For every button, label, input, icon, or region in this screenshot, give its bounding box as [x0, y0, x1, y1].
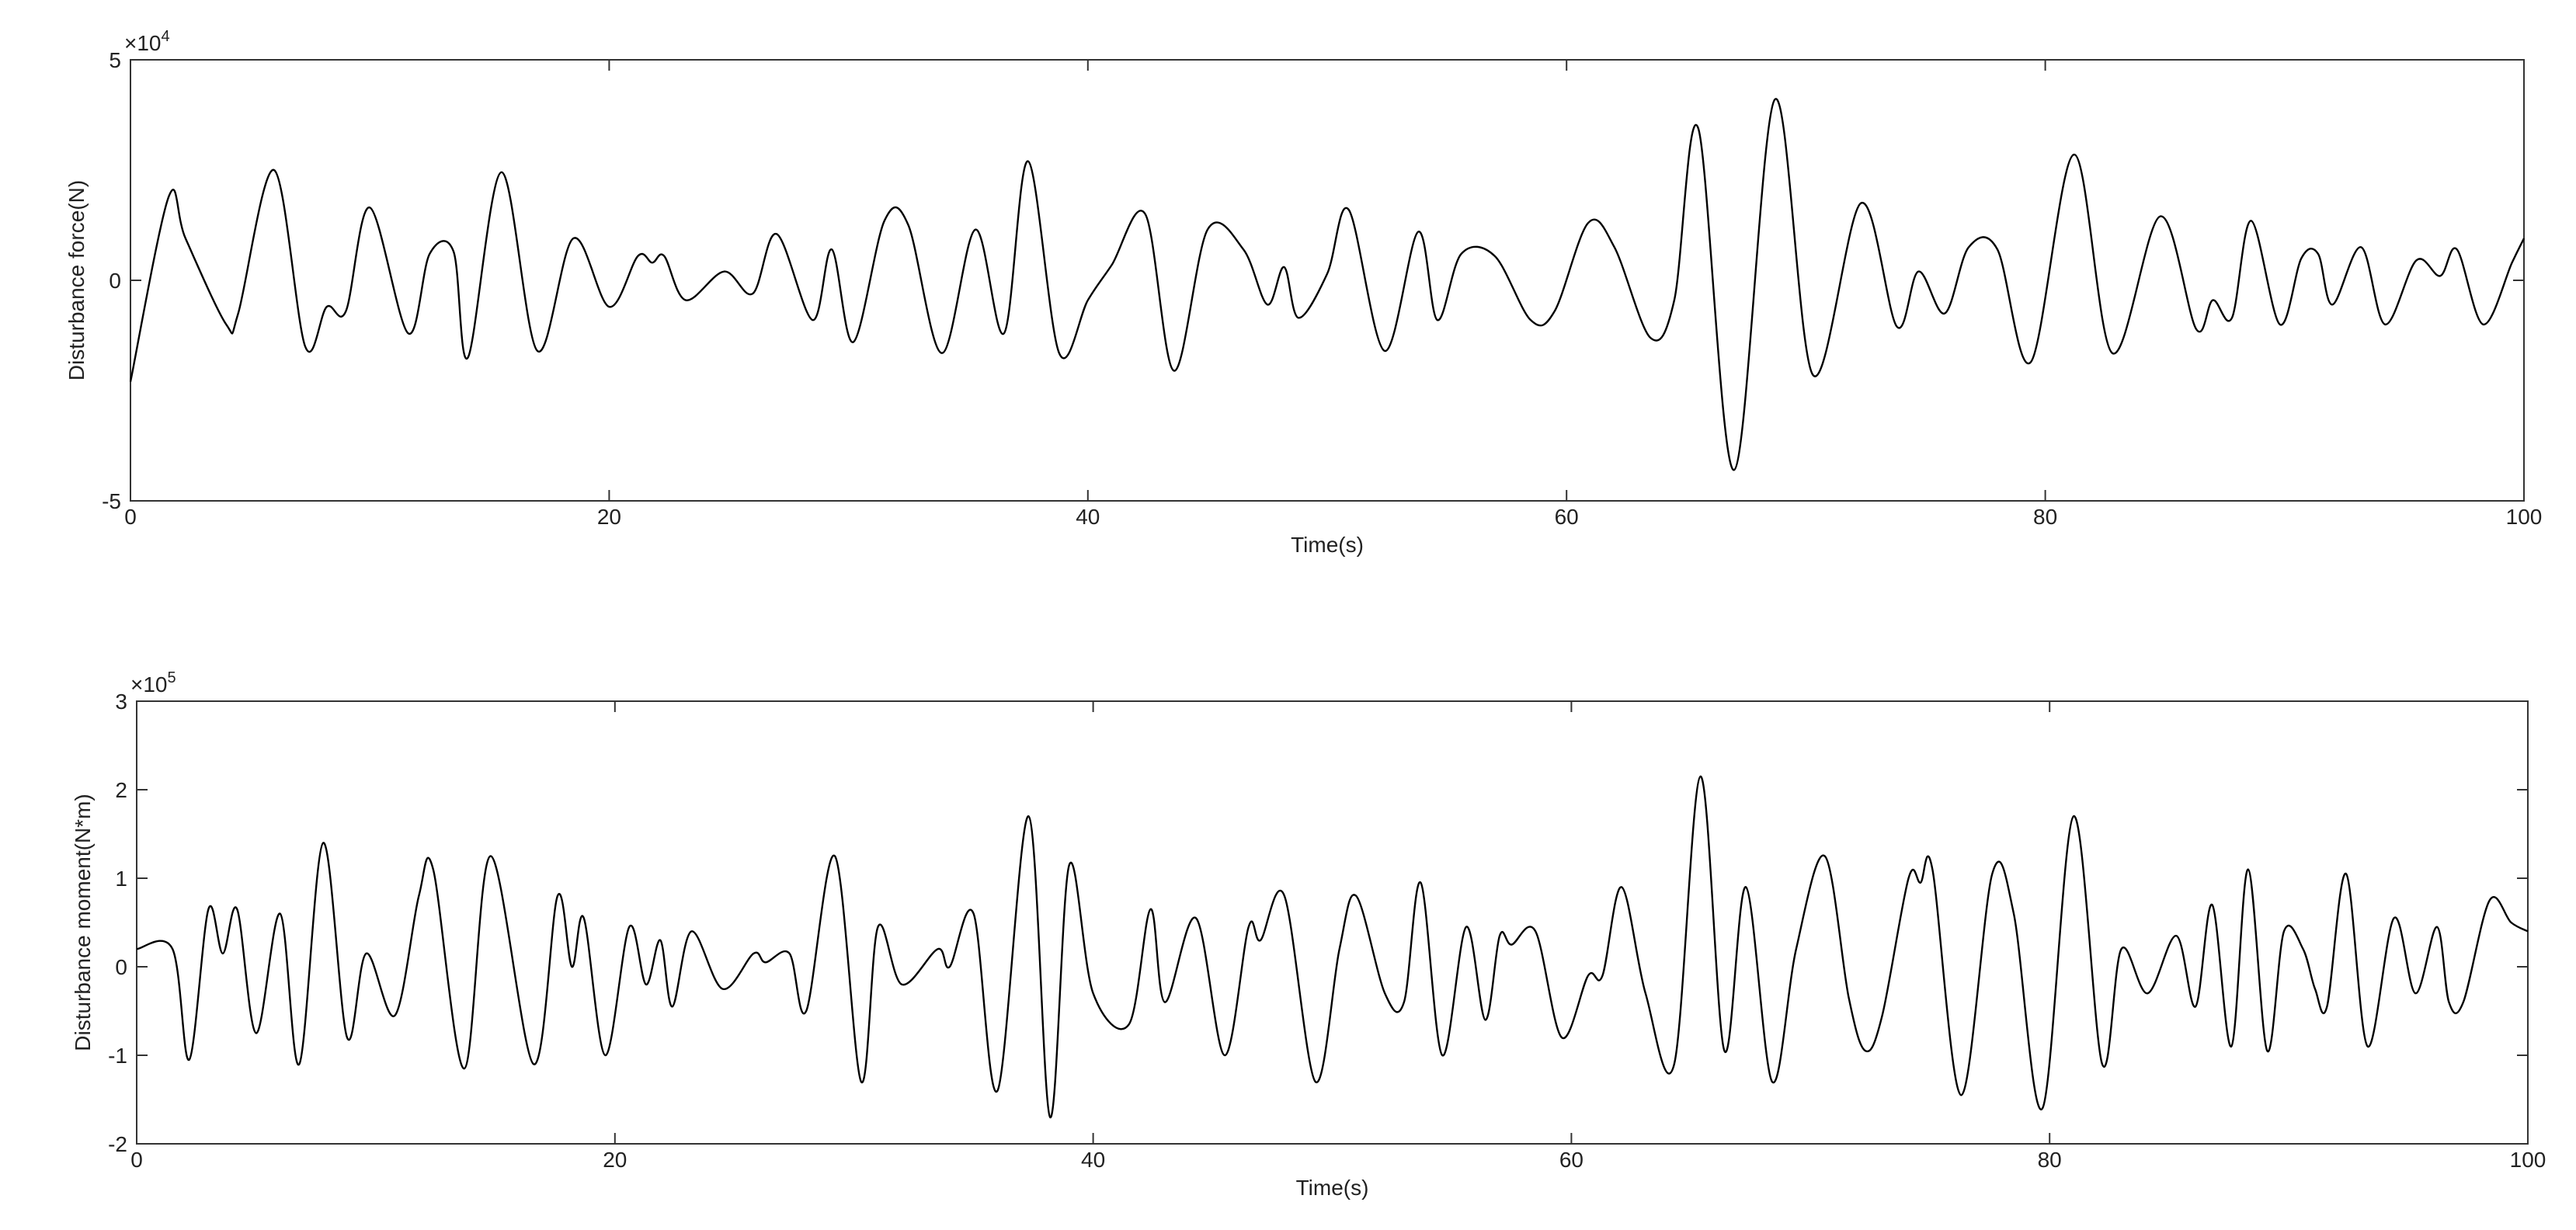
y-scale-label: ×105 [130, 669, 176, 697]
y-tick-label: 0 [109, 269, 121, 293]
y-tick-label: 0 [115, 955, 127, 979]
x-tick-label: 40 [1076, 505, 1100, 529]
x-tick-label: 100 [2510, 1148, 2546, 1172]
y-scale-exponent: 5 [168, 669, 176, 686]
y-tick-label: 1 [115, 867, 127, 891]
x-tick-label: 0 [130, 1148, 143, 1172]
y-tick-label: 5 [109, 48, 121, 72]
y-tick-label: 3 [115, 690, 127, 714]
line-series [136, 775, 2529, 1119]
y-tick-label: -2 [108, 1132, 127, 1156]
y-scale-exponent: 4 [162, 28, 170, 45]
line-series [129, 98, 2526, 471]
x-tick-label: 60 [1559, 1148, 1583, 1172]
plot-area [136, 700, 2529, 1145]
x-tick-label: 40 [1081, 1148, 1105, 1172]
x-axis-label: Time(s) [1291, 533, 1364, 557]
plot-area [130, 59, 2525, 502]
x-tick-label: 0 [124, 505, 137, 529]
y-scale-base: ×10 [124, 31, 162, 55]
y-tick-label: -5 [102, 489, 121, 513]
y-axis-label: Disturbance force(N) [64, 180, 89, 380]
x-tick-label: 80 [2033, 505, 2057, 529]
x-tick-label: 20 [603, 1148, 627, 1172]
x-tick-label: 20 [597, 505, 621, 529]
x-tick-label: 60 [1555, 505, 1579, 529]
x-tick-label: 80 [2038, 1148, 2062, 1172]
y-scale-base: ×10 [130, 672, 168, 697]
x-axis-label: Time(s) [1296, 1176, 1369, 1200]
y-tick-label: -1 [108, 1044, 127, 1068]
y-tick-label: 2 [115, 778, 127, 802]
y-axis-label: Disturbance moment(N*m) [71, 794, 95, 1051]
y-scale-label: ×104 [124, 28, 170, 55]
x-tick-label: 100 [2506, 505, 2543, 529]
